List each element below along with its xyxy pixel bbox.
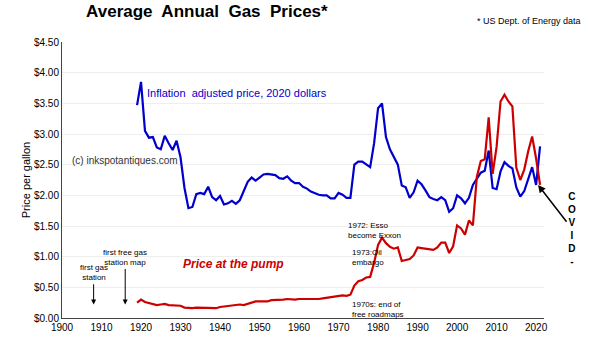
svg-text:Price at the pump: Price at the pump	[183, 257, 284, 271]
svg-text:$1.50: $1.50	[34, 221, 59, 232]
svg-text:$3.00: $3.00	[34, 129, 59, 140]
svg-text:* US Dept. of Energy data: * US Dept. of Energy data	[477, 16, 581, 26]
svg-text:2020: 2020	[525, 322, 548, 333]
svg-text:(c) inkspotantiques.com: (c) inkspotantiques.com	[72, 155, 178, 166]
svg-text:$0.50: $0.50	[34, 282, 59, 293]
svg-text:$3.50: $3.50	[34, 98, 59, 109]
svg-text:1900: 1900	[51, 322, 74, 333]
svg-text:1940: 1940	[209, 322, 232, 333]
svg-text:first gasstation: first gasstation	[80, 263, 108, 282]
svg-text:2010: 2010	[485, 322, 508, 333]
svg-text:$2.00: $2.00	[34, 190, 59, 201]
svg-text:Price per gallon: Price per gallon	[20, 142, 32, 218]
svg-text:1950: 1950	[248, 322, 271, 333]
svg-text:Average Annual Gas Prices*: Average Annual Gas Prices*	[86, 2, 328, 21]
svg-text:1973:Oilembargo: 1973:Oilembargo	[352, 248, 384, 267]
svg-text:1970s: end offree roadmaps: 1970s: end offree roadmaps	[352, 300, 404, 319]
svg-text:COVID-: COVID-	[568, 191, 576, 267]
svg-text:$4.00: $4.00	[34, 67, 59, 78]
svg-text:1920: 1920	[130, 322, 153, 333]
svg-text:1972: Essobecome Exxon: 1972: Essobecome Exxon	[348, 221, 401, 240]
svg-text:1970: 1970	[327, 322, 350, 333]
svg-text:1990: 1990	[406, 322, 429, 333]
svg-text:$0.00: $0.00	[34, 313, 59, 324]
svg-text:first free gasstation map: first free gasstation map	[103, 248, 147, 267]
svg-text:Inflation adjusted price, 202: Inflation adjusted price, 2020 dollars	[147, 87, 327, 99]
svg-text:2000: 2000	[446, 322, 469, 333]
svg-text:$4.50: $4.50	[34, 37, 59, 48]
svg-text:1930: 1930	[169, 322, 192, 333]
svg-text:1960: 1960	[288, 322, 311, 333]
svg-text:$1.00: $1.00	[34, 251, 59, 262]
svg-text:1910: 1910	[90, 322, 113, 333]
svg-text:1980: 1980	[367, 322, 390, 333]
svg-text:$2.50: $2.50	[34, 159, 59, 170]
